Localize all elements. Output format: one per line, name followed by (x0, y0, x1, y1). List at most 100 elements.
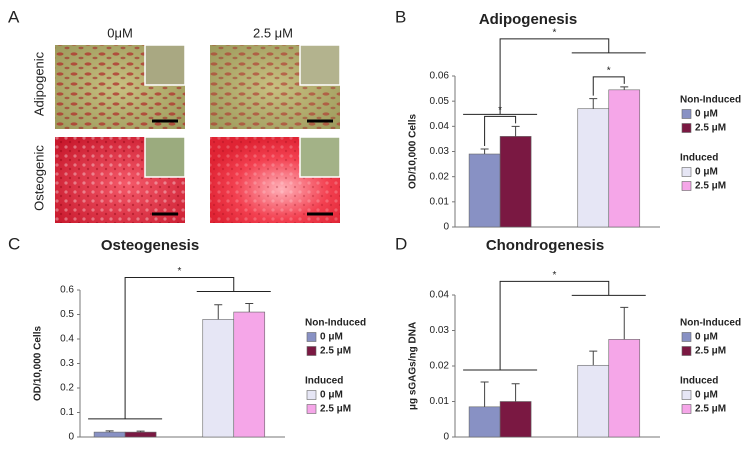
legend-label: 0 μM (320, 390, 343, 401)
legend-swatch (681, 404, 692, 414)
column-label: 0μM (107, 25, 133, 40)
legend-swatch (306, 390, 317, 400)
y-tick-label: 0.5 (60, 309, 74, 320)
y-axis-label: OD/10,000 Cells (33, 326, 44, 401)
error-bar (214, 304, 223, 320)
row-label: Adipogenic (31, 51, 46, 116)
legend-label: 0 μM (320, 332, 343, 343)
error-bar (511, 125, 520, 137)
legend-group-title: Non-Induced (680, 95, 741, 106)
y-tick-label: 0.03 (430, 325, 450, 336)
y-tick-label: 0.02 (430, 171, 450, 182)
panel-letter: D (395, 234, 407, 253)
legend-swatch (306, 332, 317, 342)
legend-swatch (306, 346, 317, 356)
panel-letter: C (8, 234, 20, 253)
significance-bracket (484, 115, 517, 146)
panel-letter: B (395, 7, 406, 26)
y-tick-label: 0 (443, 222, 449, 233)
legend-group-title: Induced (305, 376, 343, 387)
error-bar (245, 302, 254, 313)
legend-group-title: Induced (680, 376, 718, 387)
significance-bracket (592, 76, 625, 96)
significance-star: * (498, 105, 502, 116)
chart-title: Osteogenesis (101, 237, 199, 254)
significance-bracket (499, 38, 610, 115)
legend-label: 2.5 μM (320, 346, 351, 357)
legend-swatch (306, 404, 317, 414)
y-tick-label: 0.06 (430, 71, 450, 82)
legend-swatch (681, 346, 692, 356)
error-bar (105, 430, 114, 433)
bar (577, 108, 610, 228)
bar (499, 136, 532, 228)
legend-swatch (681, 123, 692, 133)
legend-group-title: Non-Induced (305, 318, 366, 329)
panel-letter: A (8, 7, 20, 26)
error-bar (136, 430, 145, 433)
significance-bracket (124, 276, 235, 419)
bar (608, 89, 641, 228)
error-bar (480, 148, 489, 155)
y-tick-label: 0.01 (430, 396, 450, 407)
bar (468, 153, 501, 228)
y-tick-label: 0.03 (430, 146, 450, 157)
legend-label: 2.5 μM (320, 404, 351, 415)
y-axis-label: OD/10,000 Cells (408, 114, 419, 189)
y-tick-label: 0.2 (60, 383, 74, 394)
legend-label: 0 μM (695, 390, 718, 401)
legend-swatch (681, 332, 692, 342)
error-bar (480, 381, 489, 407)
significance-star: * (177, 266, 181, 277)
bar (577, 364, 610, 438)
error-bar (511, 383, 520, 402)
legend-group-title: Non-Induced (680, 318, 741, 329)
bar (202, 319, 235, 438)
y-tick-label: 0.4 (60, 334, 74, 345)
y-tick-label: 0 (443, 432, 449, 443)
y-tick-label: 0.1 (60, 407, 74, 418)
legend-label: 2.5 μM (695, 404, 726, 415)
y-tick-label: 0.6 (60, 285, 74, 296)
legend-swatch (681, 109, 692, 119)
bar (93, 431, 126, 438)
legend-label: 2.5 μM (695, 346, 726, 357)
bar (608, 339, 641, 438)
significance-star: * (552, 27, 556, 38)
legend-label: 0 μM (695, 332, 718, 343)
bar (124, 431, 157, 438)
significance-star: * (607, 65, 611, 76)
legend-swatch (681, 390, 692, 400)
legend-group-title: Induced (680, 153, 718, 164)
y-tick-label: 0.3 (60, 358, 74, 369)
bar (233, 311, 266, 438)
bar (468, 406, 501, 438)
legend-label: 0 μM (695, 109, 718, 120)
error-bar (620, 306, 629, 340)
chart-title: Adipogenesis (479, 11, 577, 28)
legend-swatch (681, 167, 692, 177)
significance-star: * (552, 270, 556, 281)
y-tick-label: 0 (68, 432, 74, 443)
legend-swatch (681, 181, 692, 191)
row-label: Osteogenic (31, 145, 46, 211)
chart-title: Chondrogenesis (486, 237, 604, 254)
error-bar (589, 350, 598, 366)
y-tick-label: 0.02 (430, 361, 450, 372)
error-bar (589, 98, 598, 109)
legend-label: 0 μM (695, 167, 718, 178)
y-tick-label: 0.04 (430, 290, 450, 301)
y-tick-label: 0.04 (430, 121, 450, 132)
y-axis-label: μg sGAGs/ng DNA (408, 322, 419, 410)
column-label: 2.5 μM (253, 25, 293, 40)
legend-label: 2.5 μM (695, 181, 726, 192)
bar (499, 401, 532, 438)
significance-bracket (499, 280, 610, 370)
y-tick-label: 0.05 (430, 96, 450, 107)
y-tick-label: 0.01 (430, 196, 450, 207)
legend-label: 2.5 μM (695, 123, 726, 134)
error-bar (620, 86, 629, 90)
micrographs (55, 44, 341, 223)
